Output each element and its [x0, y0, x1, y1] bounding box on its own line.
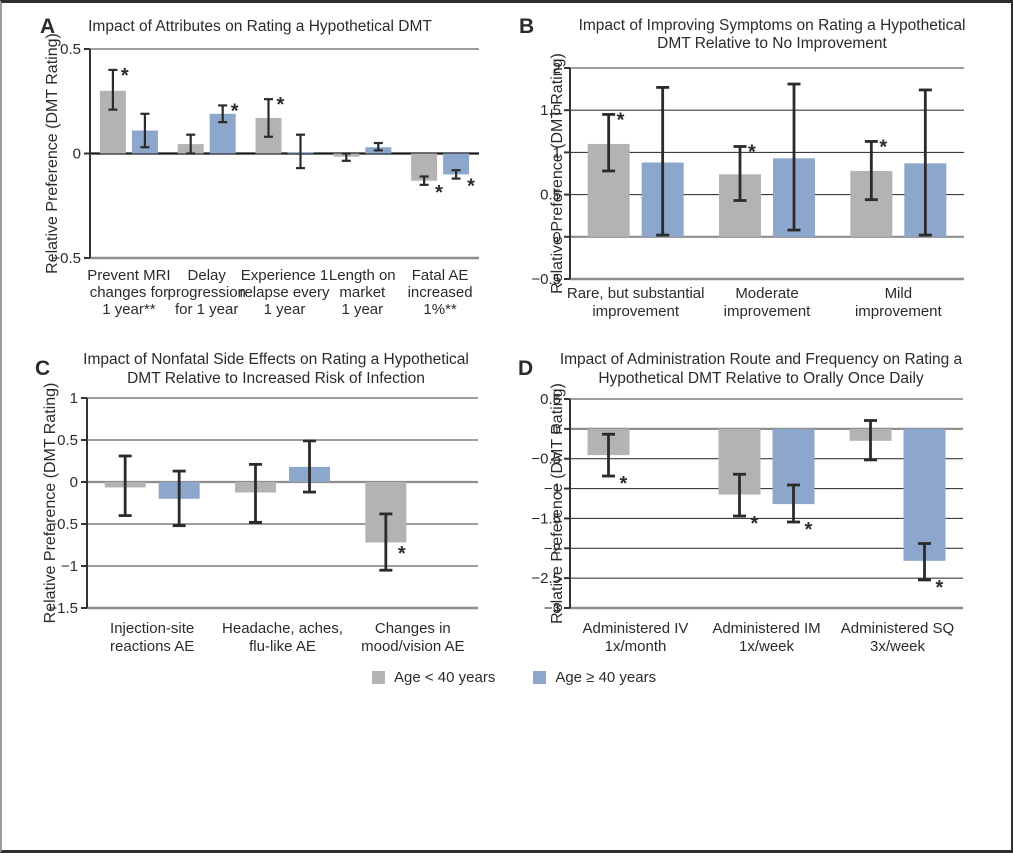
y-tick-label: −1 — [544, 481, 561, 498]
significance-asterisk: * — [620, 473, 628, 495]
significance-asterisk: * — [398, 543, 406, 565]
chart-title: Impact of Attributes on Rating a Hypothe… — [88, 18, 432, 35]
y-tick-label: −2.5 — [531, 570, 561, 587]
y-tick-label: −0.5 — [531, 271, 561, 288]
panel-b-chart: * * * 2 1.5 1 0.5 0 −0.5 Impact of Improving Symp… — [519, 15, 966, 320]
category-label: Injection-site — [110, 620, 194, 637]
category-label: improvement — [724, 303, 812, 320]
category-label: Prevent MRI — [87, 267, 170, 284]
y-tick-label: −1.5 — [48, 600, 78, 617]
y-axis-label: Relative Preference (DMT Rating) — [44, 33, 61, 274]
panel-d-chart: * * * * 0.5 0 −0.5 −1 −1.5 −2 −2.5 −3 Impact of Admi… — [518, 351, 963, 655]
y-tick-label: 0 — [553, 421, 561, 438]
bar — [903, 428, 946, 561]
category-label: improvement — [855, 303, 943, 320]
significance-asterisk: * — [879, 136, 887, 158]
chart-title: Impact of Improving Symptoms on Rating a… — [579, 17, 966, 34]
category-label: Administered IM — [712, 620, 820, 637]
legend-swatch-gray — [372, 671, 385, 684]
y-tick-label: −1 — [61, 558, 78, 575]
chart-title: Hypothetical DMT Relative to Orally Once… — [598, 370, 924, 387]
category-label: relapse every — [239, 284, 330, 301]
bar — [443, 153, 470, 175]
category-label: changes for — [90, 284, 168, 301]
category-label: Delay — [188, 267, 227, 284]
significance-asterisk: * — [751, 513, 759, 535]
significance-asterisk: * — [748, 141, 756, 163]
significance-asterisk: * — [936, 577, 944, 599]
y-tick-label: −0.5 — [51, 250, 81, 267]
category-label: market — [339, 284, 386, 301]
category-label: 1 year — [341, 301, 383, 318]
category-label: for 1 year — [175, 301, 238, 318]
category-label: increased — [408, 284, 473, 301]
y-tick-label: −2 — [544, 540, 561, 557]
y-axis-label: Relative Preference (DMT Rating) — [549, 383, 566, 624]
panel-letter: C — [35, 357, 50, 380]
panel-c-chart: * 1 0.5 0 −0.5 −1 −1.5 Impact of Nonfatal Side … — [35, 351, 478, 655]
y-tick-label: 2 — [553, 60, 561, 77]
category-label: progression — [168, 284, 246, 301]
y-tick-label: −0.5 — [48, 516, 78, 533]
category-label: 1x/week — [739, 638, 795, 655]
y-tick-label: −3 — [544, 600, 561, 617]
legend-item-age-under-40: Age < 40 years — [372, 669, 495, 686]
y-tick-label: 0.5 — [60, 41, 81, 58]
significance-asterisk: * — [231, 100, 239, 122]
legend-label-age-40-plus: Age ≥ 40 years — [555, 669, 657, 686]
y-tick-label: −0.5 — [531, 451, 561, 468]
significance-asterisk: * — [277, 94, 285, 116]
y-tick-label: 0.5 — [57, 432, 78, 449]
category-label: Fatal AE — [412, 267, 469, 284]
legend-item-age-40-plus: Age ≥ 40 years — [533, 669, 656, 686]
legend: Age < 40 years Age ≥ 40 years — [372, 669, 656, 686]
legend-swatch-blue — [533, 671, 547, 684]
significance-asterisk: * — [435, 182, 443, 204]
y-tick-label: 0.5 — [540, 187, 561, 204]
category-label: Length on — [329, 267, 396, 284]
category-label: 1%** — [423, 301, 457, 318]
category-label: reactions AE — [110, 638, 194, 655]
y-axis-label: Relative Preference (DMT Rating) — [42, 383, 59, 624]
significance-asterisk: * — [467, 176, 475, 198]
panel-letter: A — [40, 15, 55, 38]
category-label: Headache, aches, — [222, 620, 343, 637]
category-label: flu-like AE — [249, 638, 316, 655]
panel-letter: B — [519, 15, 534, 38]
category-label: mood/vision AE — [361, 638, 464, 655]
y-tick-label: −1.5 — [531, 510, 561, 527]
y-tick-label: 0.5 — [540, 391, 561, 408]
significance-asterisk: * — [805, 519, 813, 541]
y-tick-label: 0 — [70, 474, 78, 491]
y-tick-label: 1 — [553, 144, 561, 161]
category-label: Moderate — [735, 285, 798, 302]
significance-asterisk: * — [121, 65, 129, 87]
category-label: 1 year** — [102, 301, 156, 318]
chart-title: DMT Relative to No Improvement — [657, 35, 887, 52]
y-tick-label: 0 — [73, 146, 81, 163]
significance-asterisk: * — [617, 109, 625, 131]
category-label: 3x/week — [870, 638, 926, 655]
category-label: Experience 1 — [241, 267, 329, 284]
category-label: Rare, but substantial — [567, 285, 705, 302]
category-label: 1x/month — [605, 638, 667, 655]
category-label: Administered SQ — [841, 620, 954, 637]
y-axis-label: Relative Preference (DMT Rating) — [549, 53, 566, 294]
category-label: 1 year — [264, 301, 306, 318]
chart-title: Impact of Nonfatal Side Effects on Ratin… — [83, 351, 469, 368]
y-tick-label: 1.5 — [540, 102, 561, 119]
panel-a-chart: * * * * * 0.5 0 −0.5 Impact of Attributes on Rat… — [40, 15, 479, 318]
y-tick-label: 1 — [70, 390, 78, 407]
category-label: Mild — [885, 285, 913, 302]
y-tick-label: 0 — [553, 229, 561, 246]
chart-title: Impact of Administration Route and Frequ… — [560, 351, 963, 368]
panel-letter: D — [518, 357, 533, 380]
category-label: improvement — [592, 303, 680, 320]
legend-label-age-under-40: Age < 40 years — [394, 669, 496, 686]
chart-title: DMT Relative to Increased Risk of Infect… — [127, 370, 425, 387]
category-label: Changes in — [375, 620, 451, 637]
category-label: Administered IV — [583, 620, 689, 637]
